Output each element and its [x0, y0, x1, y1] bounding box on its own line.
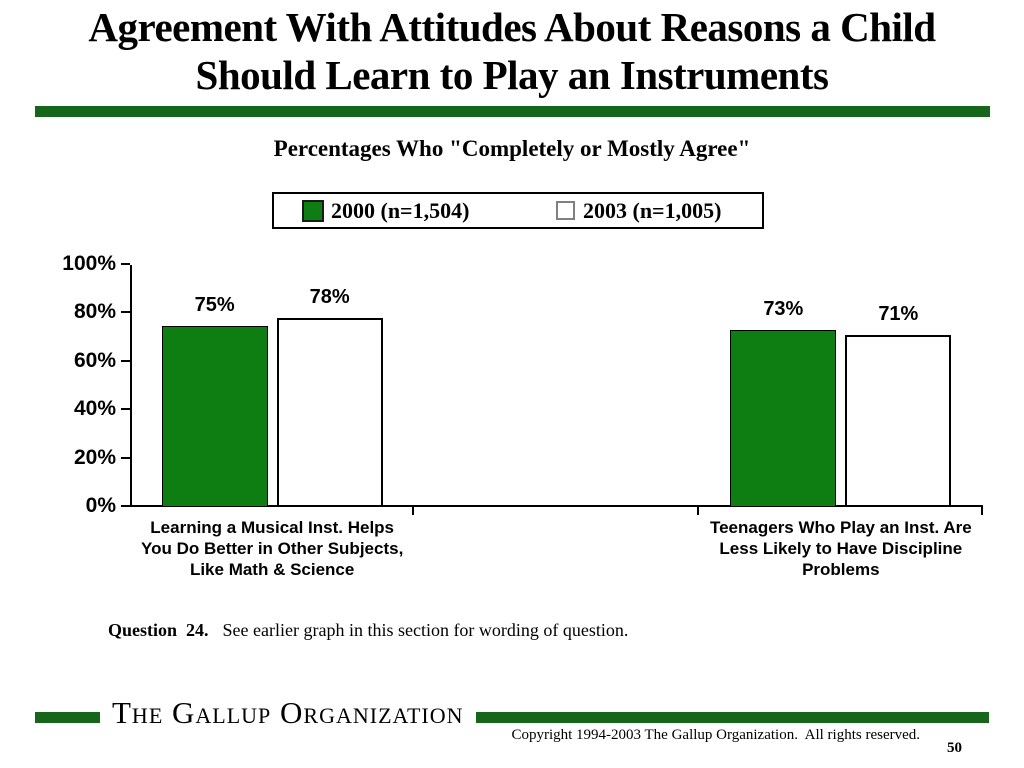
footer-bar-right: [475, 712, 989, 723]
question-text: See earlier graph in this section for wo…: [222, 620, 629, 640]
question-note: Question 24. See earlier graph in this se…: [108, 620, 628, 641]
bar-value-label: 73%: [763, 298, 804, 321]
chart-legend: 2000 (n=1,504) 2003 (n=1,005): [272, 192, 764, 229]
x-axis-tick-2: [981, 507, 983, 515]
legend-white-swatch-icon: [556, 201, 575, 220]
title-rule-divider: [35, 106, 990, 117]
gallup-logo-text: The Gallup Organization: [112, 695, 464, 730]
y-axis-label: 60%: [73, 348, 116, 372]
gallup-logo: The Gallup Organization: [35, 697, 989, 728]
y-axis-tick: [121, 456, 130, 459]
page-number: 50: [947, 740, 962, 756]
legend-item-2003: 2003 (n=1,005): [556, 198, 721, 224]
legend-item-2000: 2000 (n=1,504): [302, 198, 469, 224]
bar-value-label: 78%: [309, 286, 350, 309]
plot-area: [130, 265, 983, 507]
x-axis-tick-0: [412, 507, 415, 515]
y-axis-label: 40%: [73, 397, 116, 421]
legend-label-2000: 2000 (n=1,504): [331, 197, 470, 223]
y-axis-label: 0%: [85, 494, 116, 517]
y-axis-tick: [121, 359, 130, 362]
question-number: Question 24.: [108, 620, 209, 640]
bar-series0-cat1: [730, 330, 837, 507]
bar-value-label: 75%: [194, 293, 235, 316]
y-axis-tick: [121, 408, 130, 411]
y-axis-tick: [121, 311, 130, 314]
category-label-1: Teenagers Who Play an Inst. Are Less Lik…: [709, 518, 972, 579]
bar-value-label: 71%: [878, 303, 919, 326]
page-title: Agreement With Attitudes About Reasons a…: [0, 4, 1024, 99]
y-axis-label: 100%: [62, 252, 116, 275]
footer-bar-left: [35, 712, 100, 723]
legend-green-swatch-icon: [302, 199, 324, 222]
category-label-0: Learning a Musical Inst. Helps You Do Be…: [141, 518, 404, 579]
y-axis-label: 80%: [73, 300, 116, 324]
x-axis-tick-1: [696, 507, 699, 515]
copyright-note: Copyright 1994-2003 The Gallup Organizat…: [511, 727, 920, 743]
bar-series0-cat0: [161, 325, 268, 507]
bar-series1-cat1: [845, 335, 952, 507]
page-title-line2: Should Learn to Play an Instruments: [195, 51, 829, 98]
y-axis-tick: [121, 505, 130, 507]
bar-series1-cat0: [276, 318, 383, 507]
chart-subtitle: Percentages Who "Completely or Mostly Ag…: [273, 136, 751, 161]
y-axis-label: 20%: [73, 445, 116, 469]
y-axis-tick: [121, 263, 130, 265]
page-title-line1: Agreement With Attitudes About Reasons a…: [88, 4, 936, 50]
legend-label-2003: 2003 (n=1,005): [583, 197, 722, 223]
